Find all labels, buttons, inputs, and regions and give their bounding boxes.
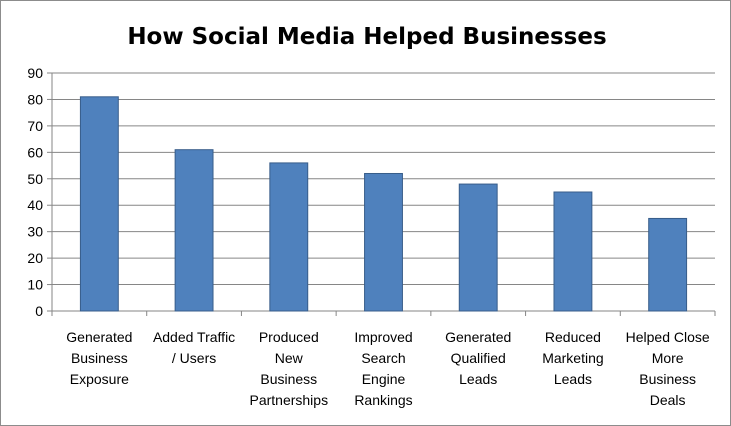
bar: [174, 149, 214, 312]
x-tick-label-line: Added Traffic: [153, 329, 235, 345]
x-tick-label: Generated Qualified Leads: [445, 329, 511, 387]
x-tick-label: Produced New Business Partnerships: [249, 329, 328, 408]
chart-title: How Social Media Helped Businesses: [127, 24, 606, 50]
x-tick-label-line: Deals: [650, 392, 686, 408]
x-tick-label-line: New: [275, 350, 304, 366]
x-tick-label-line: Business: [71, 350, 128, 366]
x-tick-label-line: Rankings: [354, 392, 412, 408]
y-tick-label: 90: [27, 65, 43, 81]
x-tick-label-line: Partnerships: [249, 392, 328, 408]
bar: [553, 191, 593, 312]
y-tick-label: 40: [27, 197, 43, 213]
y-tick-label: 80: [27, 91, 43, 107]
x-tick-label: Improved Search Engine Rankings: [354, 329, 412, 408]
bar: [79, 96, 119, 312]
bar: [458, 183, 498, 312]
x-tick-label-line: More: [652, 350, 684, 366]
x-tick-label-line: Search: [361, 350, 405, 366]
x-tick-label: Generated Business Exposure: [66, 329, 132, 387]
x-tick-label-line: Leads: [459, 371, 497, 387]
y-tick-labels: 0 10 20 30 40 50 60 70 80 90: [27, 65, 43, 319]
x-tick-label-line: Helped Close: [626, 329, 710, 345]
y-tick-label: 30: [27, 224, 43, 240]
y-tick-label: 0: [35, 303, 43, 319]
y-tick-label: 60: [27, 144, 43, 160]
bar: [269, 162, 309, 312]
x-tick-labels: Generated Business Exposure Added Traffic / …: [66, 329, 710, 408]
bar: [648, 217, 688, 312]
bar: [364, 172, 403, 312]
x-tick-label-line: Improved: [354, 329, 412, 345]
y-tick-label: 70: [27, 118, 43, 134]
x-tick-label: Helped Close More Business Deals: [626, 329, 710, 408]
x-tick-label-line: Qualified: [451, 350, 506, 366]
x-tick-label-line: Produced: [259, 329, 319, 345]
x-tick-label-line: Marketing: [542, 350, 603, 366]
x-tick-label-line: Engine: [362, 371, 406, 387]
x-tick-label-line: Exposure: [70, 371, 129, 387]
x-tick-label-line: Business: [260, 371, 317, 387]
x-tick-label-line: / Users: [172, 350, 216, 366]
x-tick-label: Added Traffic / Users: [153, 329, 235, 366]
x-tick-label-line: Leads: [554, 371, 592, 387]
x-tick-label-line: Business: [639, 371, 696, 387]
x-tick-label-line: Generated: [66, 329, 132, 345]
y-tick-label: 20: [27, 250, 43, 266]
x-tick-label-line: Generated: [445, 329, 511, 345]
bars: [79, 96, 688, 312]
y-tick-label: 10: [27, 277, 43, 293]
x-tick-label: Reduced Marketing Leads: [542, 329, 603, 387]
x-tick-label-line: Reduced: [545, 329, 601, 345]
y-tick-label: 50: [27, 171, 43, 187]
